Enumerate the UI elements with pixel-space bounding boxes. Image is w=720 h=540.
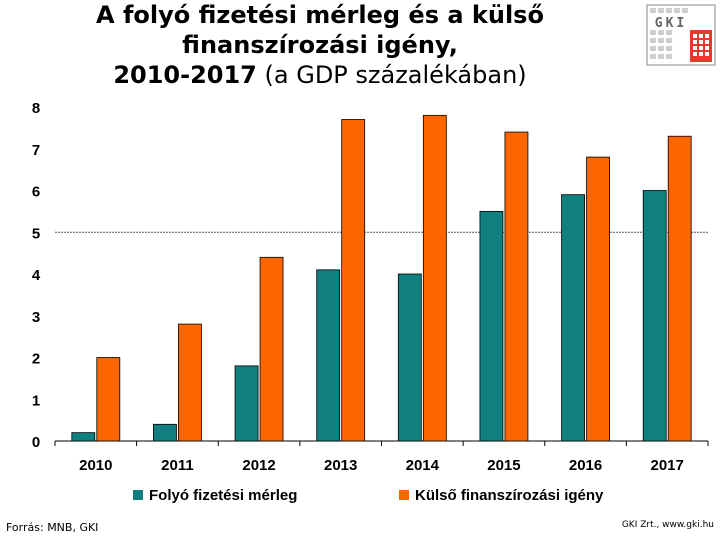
bar-current-account-2016: [561, 194, 585, 442]
bar-current-account-2010: [71, 432, 96, 442]
x-tick-labels: 2010 2011 2012 2013 2014 2015 2016 2017: [79, 457, 684, 474]
y-tick-label: 5: [32, 225, 40, 242]
y-tick-label: 8: [32, 100, 40, 117]
bar-external-financing-2016: [586, 156, 610, 442]
title-line-2: finanszírozási igény,: [182, 31, 458, 59]
chart-title: A folyó fizetési mérleg és a külső finan…: [40, 0, 600, 90]
y-tick-label: 7: [32, 142, 40, 159]
bar-external-financing-2013: [341, 119, 366, 442]
bar-external-financing-2017: [667, 135, 692, 442]
bar-external-financing-2015: [504, 131, 529, 442]
x-tick-label: 2017: [651, 457, 684, 474]
y-tick-label: 6: [32, 184, 40, 201]
x-tick-label: 2016: [569, 457, 602, 474]
x-tick-label: 2013: [324, 457, 357, 474]
y-tick-label: 3: [32, 309, 40, 326]
bar-external-financing-2010: [96, 357, 121, 442]
x-tick-label: 2012: [242, 457, 275, 474]
title-line-1: A folyó fizetési mérleg és a külső: [96, 1, 544, 29]
chart-bars: [71, 114, 692, 442]
title-line-3: 2010-2017 (a GDP százalékában): [40, 60, 600, 90]
bar-current-account-2013: [316, 269, 341, 442]
bar-current-account-2015: [479, 210, 504, 442]
bar-current-account-2014: [397, 273, 422, 442]
title-unit: (a GDP százalékában): [256, 61, 527, 89]
gki-logo-icon: GKI: [646, 4, 716, 66]
legend-swatch-2: [399, 490, 409, 500]
y-tick-label: 0: [32, 434, 40, 451]
legend-swatch-1: [133, 490, 143, 500]
bar-external-financing-2011: [178, 323, 202, 442]
chart-legend: Folyó fizetési mérleg Külső finanszírozás…: [133, 487, 604, 504]
bar-external-financing-2012: [259, 256, 284, 442]
legend-label-1: Folyó fizetési mérleg: [149, 487, 297, 504]
y-tick-label: 1: [32, 392, 40, 409]
bar-current-account-2017: [642, 190, 667, 442]
bar-current-account-2012: [234, 365, 259, 442]
credit-note: GKI Zrt., www.gki.hu: [621, 520, 714, 530]
bar-external-financing-2014: [422, 114, 447, 442]
x-tick-label: 2010: [79, 457, 112, 474]
title-years: 2010-2017: [113, 61, 257, 89]
legend-label-2: Külső finanszírozási igény: [415, 487, 604, 504]
x-tick-label: 2015: [487, 457, 520, 474]
x-tick-label: 2014: [406, 457, 440, 474]
y-tick-label: 2: [32, 351, 40, 368]
source-note: Forrás: MNB, GKI: [6, 521, 99, 534]
y-tick-label: 4: [32, 267, 41, 284]
bar-current-account-2011: [153, 423, 177, 442]
logo-text: GKI: [655, 16, 687, 31]
x-tick-label: 2011: [161, 457, 194, 474]
